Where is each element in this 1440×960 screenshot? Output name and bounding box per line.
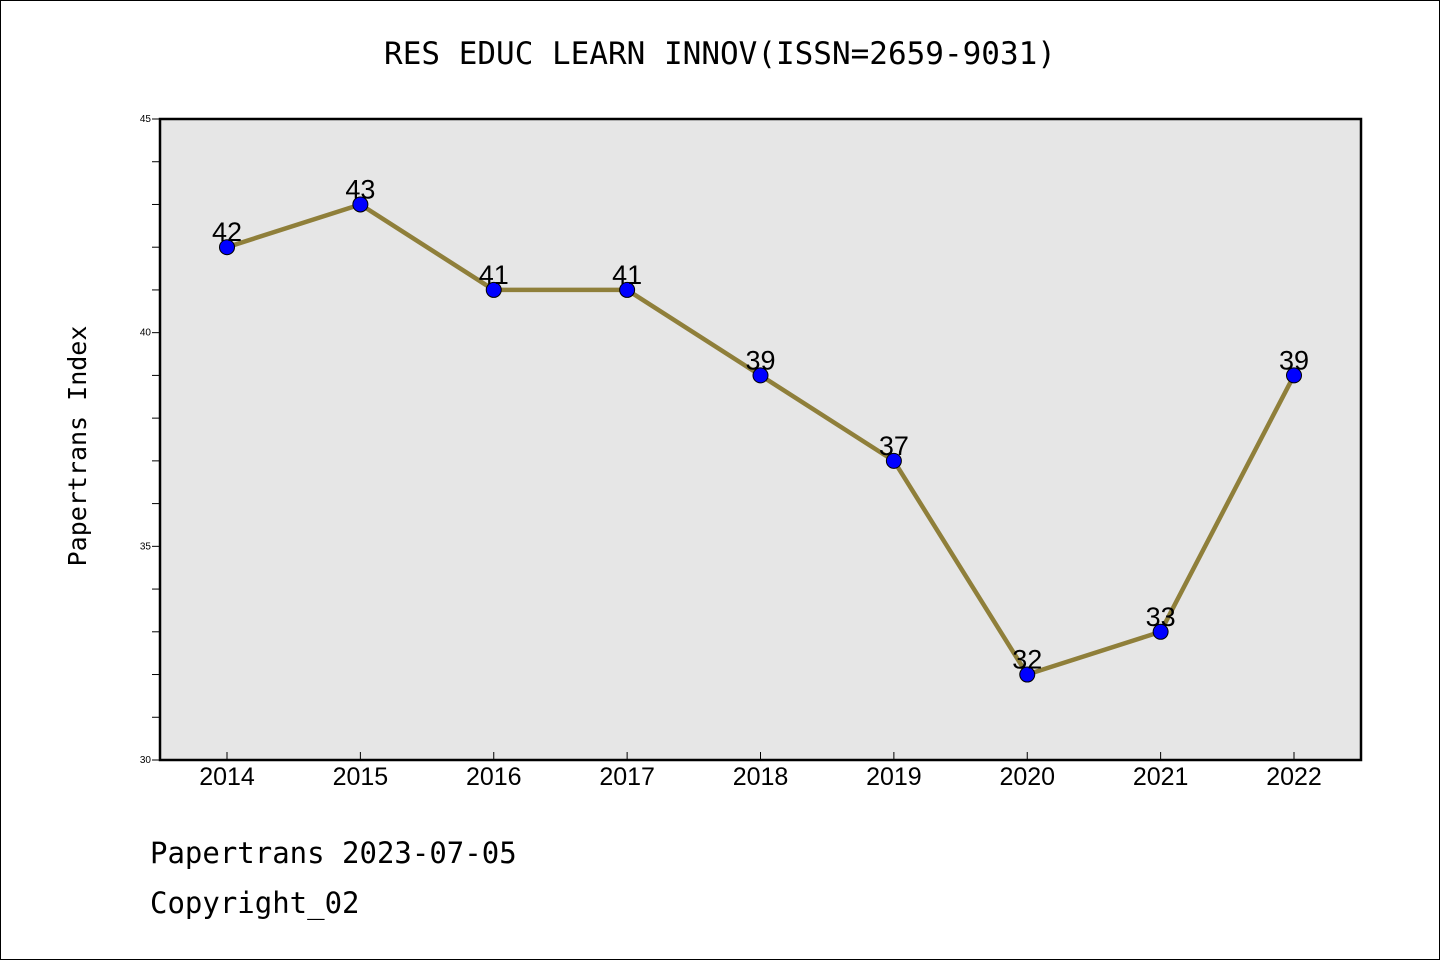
data-point <box>1286 367 1302 384</box>
y-axis-label: Papertrans Index <box>63 326 92 567</box>
data-label: 37 <box>879 431 909 461</box>
data-label: 32 <box>1012 645 1042 675</box>
y-tick-label: 45 <box>140 114 152 125</box>
x-tick-label: 2021 <box>1133 763 1189 791</box>
data-points <box>219 196 1302 683</box>
y-axis-ticks: 30 35 40 45 <box>140 114 152 766</box>
y-tick-label: 40 <box>140 328 152 339</box>
data-point <box>885 452 902 469</box>
footer-date: Papertrans 2023-07-05 <box>150 836 517 870</box>
data-point <box>619 281 636 298</box>
y-minor-ticks <box>152 118 160 761</box>
data-label: 39 <box>745 345 775 375</box>
plot-area <box>158 117 1363 762</box>
x-tick-label: 2016 <box>466 763 522 791</box>
x-axis-ticks: 2014 2015 2016 2017 2018 2019 2020 2021 2022 <box>199 752 1322 791</box>
data-point <box>1019 666 1036 683</box>
chart-title: RES EDUC LEARN INNOV(ISSN=2659-9031) <box>384 36 1056 72</box>
x-tick-label: 2014 <box>199 763 255 791</box>
x-tick-label: 2018 <box>733 763 789 791</box>
x-tick-label: 2022 <box>1266 763 1322 791</box>
data-label: 43 <box>345 174 375 204</box>
footer-copyright: Copyright_02 <box>150 886 360 920</box>
x-tick-label: 2017 <box>599 763 655 791</box>
x-tick-label: 2019 <box>866 763 922 791</box>
y-tick-label: 35 <box>140 541 152 552</box>
data-point <box>219 239 235 256</box>
data-label: 39 <box>1279 345 1309 375</box>
data-point <box>752 367 769 384</box>
x-tick-label: 2015 <box>333 763 389 791</box>
data-labels: 42 43 41 41 39 37 32 33 39 <box>212 174 1309 674</box>
data-label: 42 <box>212 217 242 247</box>
y-tick-label: 30 <box>140 755 152 766</box>
data-label: 41 <box>612 260 642 290</box>
data-label: 33 <box>1146 602 1176 632</box>
x-tick-label: 2020 <box>999 763 1055 791</box>
data-label: 41 <box>479 260 509 290</box>
data-point <box>352 196 369 213</box>
data-point <box>485 281 502 298</box>
data-point <box>1152 623 1169 640</box>
